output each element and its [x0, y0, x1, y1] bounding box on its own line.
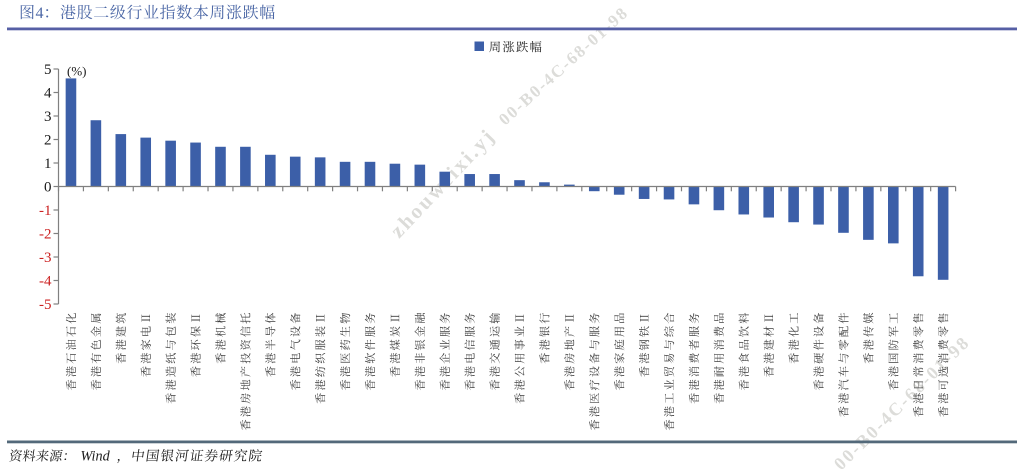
svg-text:-1: -1	[39, 203, 52, 219]
svg-text:Wind: Wind	[81, 449, 111, 465]
svg-text:-4: -4	[39, 274, 52, 290]
svg-text:-5: -5	[39, 297, 52, 313]
svg-text:2: 2	[44, 133, 52, 149]
svg-text:0: 0	[44, 180, 52, 196]
svg-text:4: 4	[44, 86, 52, 102]
svg-text:-3: -3	[39, 250, 52, 266]
svg-text:-2: -2	[39, 227, 52, 243]
svg-text:3: 3	[44, 109, 52, 125]
svg-text:4: 4	[36, 5, 44, 22]
svg-text:1: 1	[44, 156, 52, 172]
svg-text:5: 5	[44, 62, 52, 78]
svg-text:(%): (%)	[67, 63, 87, 78]
